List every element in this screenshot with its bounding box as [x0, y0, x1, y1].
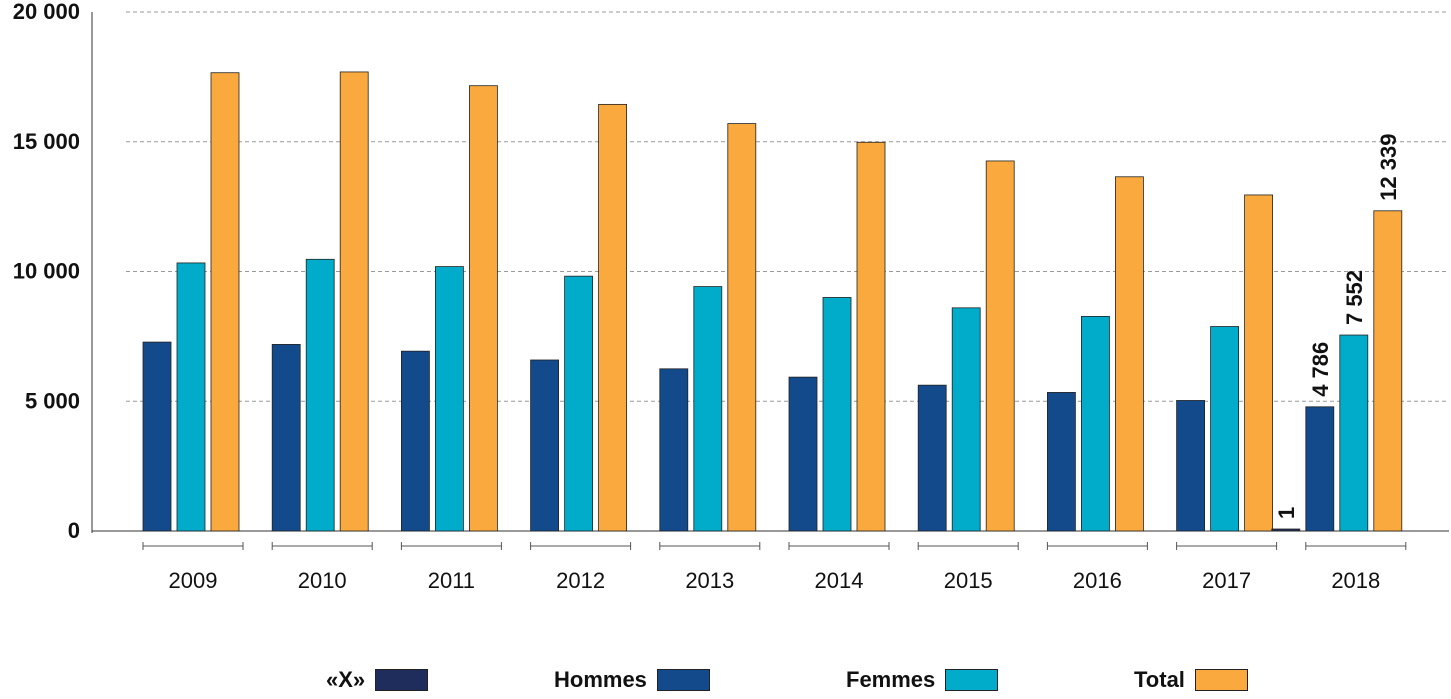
- bar-femmes-2016: [1081, 315, 1110, 532]
- bar-femmes-2014: [822, 297, 852, 532]
- data-label: 7 552: [1342, 270, 1367, 325]
- bar-hommes-2013: [659, 368, 689, 532]
- legend-swatch: [945, 669, 999, 691]
- bars: [142, 71, 1403, 532]
- x-tick-label: 2011: [428, 568, 475, 593]
- x-tick-label: 2009: [169, 568, 218, 593]
- bar-total-2009: [210, 72, 240, 532]
- bar-femmes-2018: [1339, 334, 1369, 532]
- legend-label: Femmes: [846, 667, 936, 692]
- x-tick-label: 2010: [298, 568, 347, 593]
- bar-hommes-2017: [1176, 400, 1205, 532]
- legend-item-x: «X»: [326, 662, 429, 698]
- y-tick-label: 10 000: [13, 259, 80, 284]
- bar-chart: 0 5 000 10 000 15 000 20 000 2009 2010 2011 201…: [13, 0, 1449, 593]
- bar-hommes-2016: [1047, 392, 1076, 532]
- bar-hommes-2014: [788, 376, 818, 532]
- legend-swatch: [375, 669, 429, 691]
- data-label: 1: [1274, 507, 1299, 519]
- legend-label: Hommes: [554, 667, 647, 692]
- x-axis: 2009 2010 2011 2012 2013 2014 2015 2016 2017 2018: [142, 542, 1407, 593]
- bar-femmes-2010: [305, 258, 335, 532]
- y-tick-label: 15 000: [13, 129, 80, 154]
- legend-item-total: Total: [1134, 662, 1248, 698]
- legend-item-femmes: Femmes: [846, 662, 999, 698]
- x-tick-label: 2012: [556, 568, 605, 593]
- legend-swatch: [656, 669, 710, 691]
- bar-hommes-2011: [400, 350, 430, 532]
- y-tick-label: 0: [68, 518, 80, 543]
- y-tick-label: 5 000: [25, 388, 80, 413]
- bar-total-2017: [1244, 194, 1273, 532]
- x-tick-label: 2017: [1202, 568, 1251, 593]
- bar-total-2010: [339, 71, 369, 532]
- y-tick-label: 20 000: [13, 0, 80, 24]
- bar-hommes-2009: [142, 341, 172, 532]
- legend-swatch: [1194, 669, 1248, 691]
- y-axis: 0 5 000 10 000 15 000 20 000: [13, 0, 1449, 543]
- data-label: 4 786: [1308, 342, 1333, 397]
- bar-hommes-2010: [271, 344, 301, 532]
- x-tick-label: 2013: [685, 568, 734, 593]
- bar-hommes-2018: [1305, 406, 1335, 532]
- bar-total-2018: [1373, 210, 1403, 532]
- bar-x-2018: [1271, 528, 1301, 532]
- legend-item-hommes: Hommes: [554, 662, 710, 698]
- bar-femmes-2012: [564, 275, 593, 532]
- x-tick-label: 2016: [1073, 568, 1122, 593]
- bar-femmes-2011: [434, 266, 464, 532]
- bar-hommes-2012: [530, 359, 559, 532]
- bar-hommes-2015: [917, 384, 947, 532]
- bar-femmes-2015: [951, 307, 981, 532]
- x-tick-label: 2014: [815, 568, 864, 593]
- bar-femmes-2009: [176, 262, 206, 532]
- x-tick-label: 2015: [944, 568, 993, 593]
- x-tick-label: 2018: [1331, 568, 1380, 593]
- bar-total-2011: [468, 85, 498, 532]
- data-label: 12 339: [1376, 134, 1401, 201]
- legend-label: Total: [1134, 667, 1185, 692]
- legend: «X» Hommes Femmes Total: [0, 662, 1451, 698]
- bar-total-2016: [1115, 176, 1144, 532]
- bar-total-2014: [856, 141, 886, 532]
- data-labels: 1 4 786 7 552 12 339: [1274, 134, 1401, 519]
- bar-total-2012: [598, 103, 627, 532]
- bar-femmes-2013: [693, 286, 723, 532]
- bar-total-2015: [985, 160, 1015, 532]
- bar-total-2013: [727, 123, 757, 532]
- bar-femmes-2017: [1210, 326, 1239, 532]
- legend-label: «X»: [326, 667, 366, 692]
